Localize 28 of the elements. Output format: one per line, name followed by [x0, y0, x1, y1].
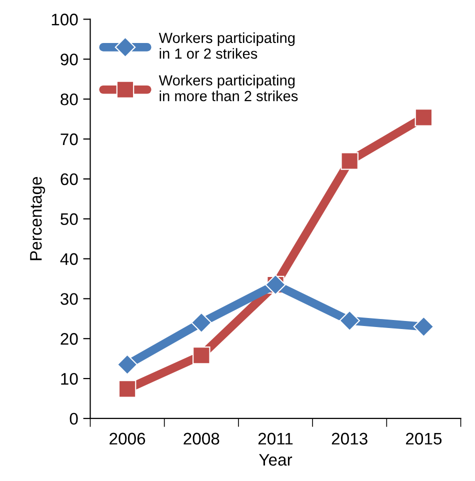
point	[414, 108, 433, 126]
x-tick-label: 2011	[258, 432, 293, 445]
y-tick-label: 70	[60, 133, 78, 146]
point	[339, 310, 360, 332]
y-tick-label: 10	[61, 372, 78, 385]
legend-label: Workers participating in 1 or 2 strikes	[158, 32, 295, 59]
point	[116, 354, 138, 375]
point	[191, 312, 212, 334]
y-tick-label: 30	[60, 293, 78, 305]
y-tick-label: 40	[60, 253, 78, 265]
y-tick-label: 100	[52, 14, 78, 26]
y-tick-label: 90	[60, 54, 78, 66]
legend-label: Workers participating in more than 2 strikes	[158, 74, 298, 102]
x-axis-title: Year	[259, 454, 292, 466]
y-axis-title: Percentage	[30, 176, 46, 260]
x-tick-label: 2013	[332, 432, 368, 445]
x-tick-label: 2008	[184, 432, 220, 445]
y-tick-label: 60	[60, 173, 78, 186]
point	[118, 380, 136, 398]
y-tick-label: 80	[60, 93, 78, 106]
point	[192, 346, 210, 364]
x-tick-label: 2006	[110, 432, 146, 445]
x-tick-label: 2015	[406, 432, 442, 445]
point	[340, 152, 358, 170]
y-tick-label: 20	[60, 333, 78, 345]
y-tick-label: 0	[70, 412, 78, 425]
y-tick-label: 50	[60, 213, 78, 226]
point	[413, 316, 434, 338]
